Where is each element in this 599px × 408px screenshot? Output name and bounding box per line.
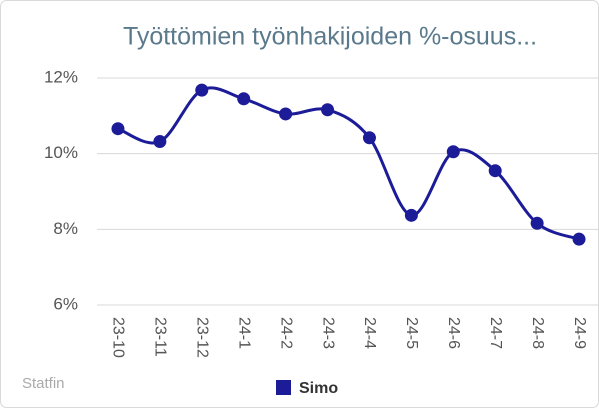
credit: Statfin (22, 375, 65, 392)
point (111, 122, 125, 136)
point (321, 103, 335, 117)
x-tick-label: 24-2 (277, 317, 294, 349)
x-tick-label: 24-5 (403, 317, 420, 349)
y-tick-label: 6% (53, 294, 78, 313)
x-tick-label: 24-4 (361, 317, 378, 349)
point (153, 135, 167, 149)
x-tick-label: 24-8 (529, 317, 546, 349)
y-tick-label: 8% (53, 219, 78, 238)
chart-title: Työttömien työnhakijoiden %-osuus... (123, 23, 537, 51)
x-tick-label: 23-12 (194, 317, 211, 358)
x-tick-label: 24-9 (571, 317, 588, 349)
point (446, 145, 460, 159)
point (488, 164, 502, 178)
point (362, 131, 376, 145)
x-tick-label: 23-10 (110, 317, 127, 358)
y-tick-label: 10% (44, 143, 78, 162)
point (404, 208, 418, 222)
point (530, 216, 544, 230)
x-tick-label: 24-7 (487, 317, 504, 349)
legend-label: Simo (299, 380, 338, 397)
legend-swatch (276, 380, 291, 395)
y-tick-label: 12% (44, 67, 78, 86)
x-tick-label: 23-11 (152, 317, 169, 357)
x-tick-label: 24-1 (235, 317, 252, 349)
x-tick-label: 24-6 (445, 317, 462, 349)
x-tick-label: 24-3 (319, 317, 336, 349)
point (237, 92, 251, 106)
point (572, 232, 586, 246)
point (195, 83, 209, 97)
point (279, 107, 293, 121)
